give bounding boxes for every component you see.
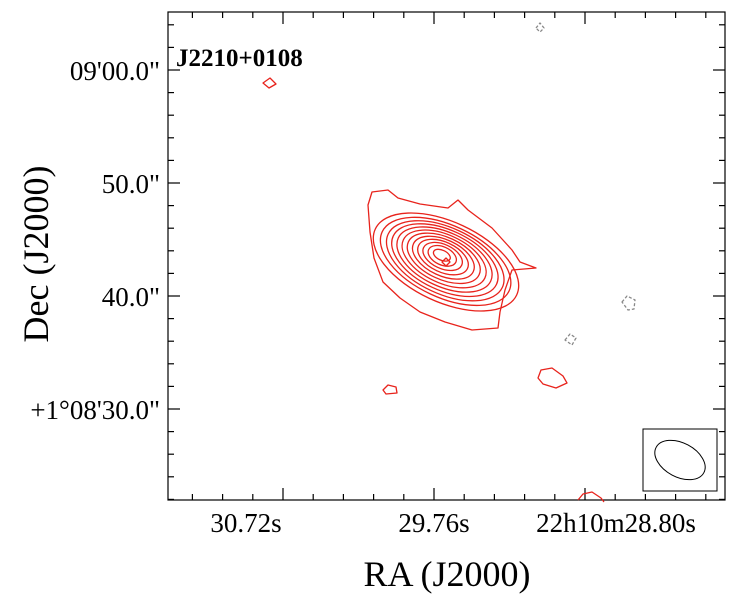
beam-ellipse bbox=[654, 439, 706, 481]
source-label: J2210+0108 bbox=[176, 45, 303, 72]
contour-negative bbox=[621, 295, 636, 311]
x-axis-title: RA (J2000) bbox=[363, 554, 530, 594]
contour-level bbox=[391, 223, 499, 298]
contour-level bbox=[406, 232, 481, 285]
contour-level bbox=[372, 212, 520, 312]
x-tick-label: 30.72s bbox=[210, 508, 281, 538]
x-tick-label: 29.76s bbox=[398, 508, 469, 538]
contour-blob bbox=[382, 384, 398, 395]
contour-negative bbox=[535, 22, 545, 33]
contour-blob bbox=[537, 367, 568, 389]
y-tick-label: 40.0" bbox=[102, 282, 160, 312]
contour-negative bbox=[564, 333, 577, 346]
contour-outer bbox=[367, 189, 537, 331]
contour-level bbox=[432, 248, 451, 262]
x-tick-label: 22h10m28.80s bbox=[536, 508, 696, 538]
contour-level bbox=[427, 244, 458, 267]
contour-blob bbox=[577, 491, 605, 503]
contour-level bbox=[396, 226, 493, 293]
contour-peak bbox=[441, 257, 451, 267]
axis-ticks bbox=[168, 12, 725, 500]
beam-inset bbox=[642, 428, 718, 492]
contour-level bbox=[411, 235, 475, 280]
y-axis-title: Dec (J2000) bbox=[16, 166, 56, 343]
contour-blob bbox=[262, 77, 277, 89]
y-tick-label: +1°08'30.0" bbox=[30, 395, 160, 425]
contour-level bbox=[422, 241, 463, 272]
contour-level bbox=[379, 216, 512, 307]
contour-group bbox=[262, 22, 636, 503]
plot-frame bbox=[167, 11, 726, 501]
contour-level bbox=[401, 229, 487, 289]
contour-level bbox=[385, 220, 505, 302]
y-tick-label: 09'00.0" bbox=[70, 56, 160, 86]
y-tick-label: 50.0" bbox=[102, 169, 160, 199]
contour-level bbox=[417, 238, 469, 276]
beam-box bbox=[642, 428, 718, 492]
